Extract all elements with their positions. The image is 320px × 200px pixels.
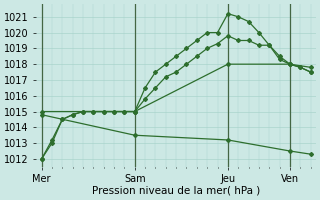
X-axis label: Pression niveau de la mer( hPa ): Pression niveau de la mer( hPa ) — [92, 186, 260, 196]
